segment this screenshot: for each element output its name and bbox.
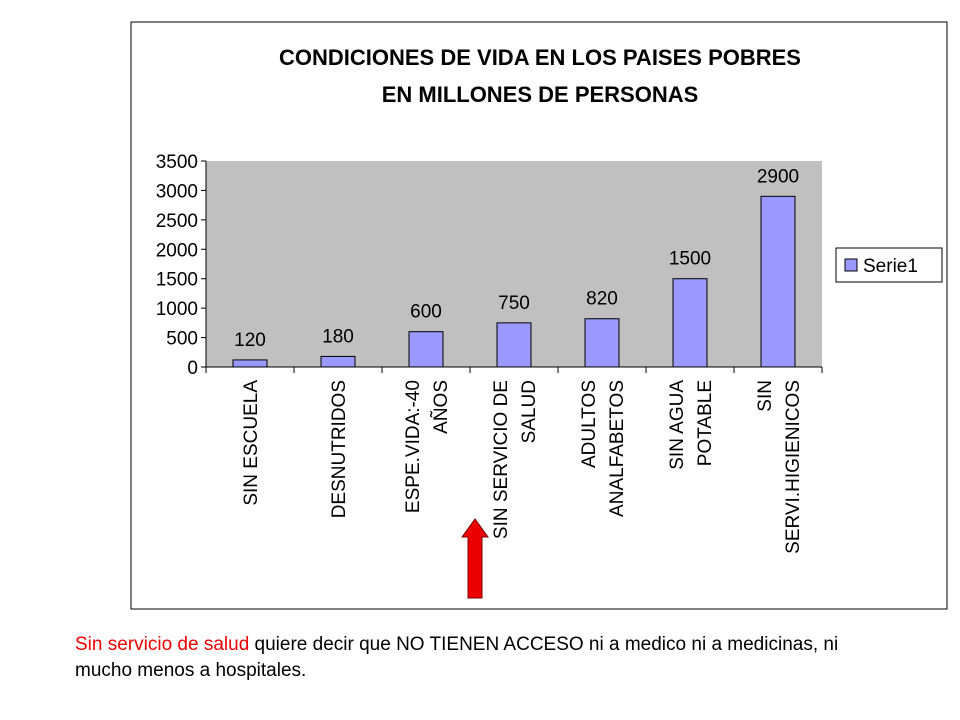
y-tick-label: 0 [187,358,198,379]
data-label: 750 [498,293,530,314]
x-category-label: SIN [755,380,776,412]
bar [232,359,268,368]
bar [496,322,532,368]
bar [320,355,356,368]
caption-highlight: Sin servicio de salud [75,634,250,655]
x-category-label: ESPE.VIDA:-40 [403,380,424,513]
y-tick-label: 1000 [156,299,198,320]
bar [584,318,620,368]
caption-text: quiere decir que NO TIENEN ACCESO ni a m… [75,634,839,681]
bar [760,195,796,368]
y-tick-label: 1500 [156,270,198,291]
legend: Serie1 [835,247,943,283]
data-label: 180 [322,326,354,347]
bar [672,278,708,368]
y-tick-label: 500 [166,329,198,350]
bars: 120 180 600 750 820 1500 2900 [232,166,799,368]
y-tick-label: 3500 [156,152,198,173]
legend-swatch [844,258,858,272]
data-label: 120 [234,330,266,351]
chart-title-line-1: CONDICIONES DE VIDA EN LOS PAISES POBRES [279,45,801,70]
x-category-label: SALUD [519,380,540,443]
caption: Sin servicio de salud quiere decir que N… [75,632,895,684]
data-label: 600 [410,302,442,323]
legend-label-serie1: Serie1 [863,256,918,277]
x-category-label: SIN SERVICIO DE [491,380,512,539]
x-category-label: AÑOS [430,380,452,434]
data-label: 2900 [757,166,799,187]
y-axis: 0 500 1000 1500 2000 2500 3000 3500 [156,152,207,379]
x-category-label: POTABLE [695,380,716,466]
x-category-label: SIN ESCUELA [241,380,262,506]
y-tick-label: 2500 [156,211,198,232]
x-category-label: DESNUTRIDOS [329,380,350,518]
y-tick-label: 2000 [156,240,198,261]
x-category-label: SERVI.HIGIENICOS [783,380,804,554]
up-arrow-icon [461,518,489,599]
x-category-label: ADULTOS [579,380,600,468]
data-label: 820 [586,289,618,310]
x-category-label: ANALFABETOS [607,380,628,517]
data-label: 1500 [669,249,711,270]
x-axis: SIN ESCUELA DESNUTRIDOS ESPE.VIDA:-40 AÑOS S… [205,366,823,554]
y-tick-label: 3000 [156,181,198,202]
bar [408,331,444,368]
chart-title-line-2: EN MILLONES DE PERSONAS [382,82,699,107]
x-category-label: SIN AGUA [667,380,688,470]
